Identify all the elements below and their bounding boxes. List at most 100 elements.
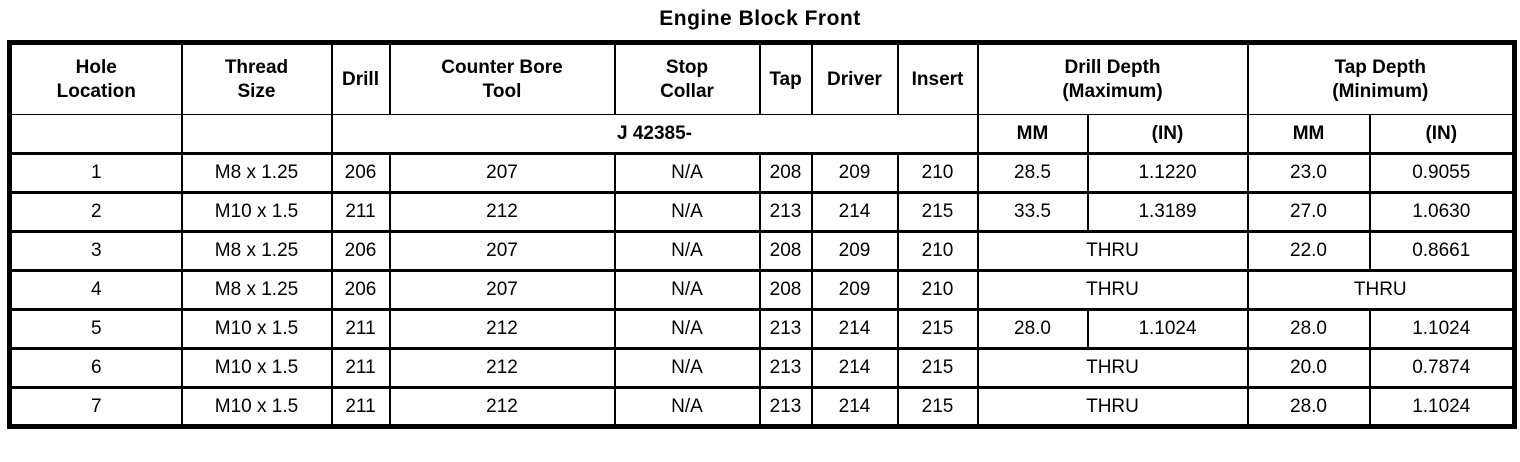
- col-header-hole-location: Hole Location: [8, 41, 183, 115]
- cell-tap: 208: [758, 152, 813, 194]
- cell-tap-depth-mm: 28.0: [1246, 386, 1371, 428]
- subheader-tap-depth-mm: MM: [1246, 114, 1371, 155]
- cell-stop-collar: N/A: [613, 308, 761, 350]
- col-header-stop-collar: Stop Collar: [613, 41, 761, 115]
- cell-thread-size: M8 x 1.25: [180, 269, 333, 311]
- cell-thread-size: M10 x 1.5: [180, 308, 333, 350]
- cell-counter-bore-tool: 212: [388, 386, 616, 428]
- subheader-tool-set-number: J 42385-: [330, 114, 979, 155]
- table-row-hole-2: 2 M10 x 1.5 211 212 N/A 213 214 215 33.5…: [8, 191, 1516, 233]
- cell-stop-collar: N/A: [613, 191, 761, 233]
- cell-driver: 214: [810, 191, 899, 233]
- cell-stop-collar: N/A: [613, 152, 761, 194]
- cell-hole-location: 7: [8, 386, 183, 428]
- cell-stop-collar: N/A: [613, 386, 761, 428]
- subheader-drill-depth-in: (IN): [1086, 114, 1249, 155]
- cell-thread-size: M8 x 1.25: [180, 152, 333, 194]
- table-row-hole-4: 4 M8 x 1.25 206 207 N/A 208 209 210 THRU…: [8, 269, 1516, 311]
- cell-drill-depth-thru: THRU: [976, 386, 1249, 428]
- cell-driver: 214: [810, 308, 899, 350]
- table-row-hole-7: 7 M10 x 1.5 211 212 N/A 213 214 215 THRU…: [8, 386, 1516, 428]
- cell-stop-collar: N/A: [613, 269, 761, 311]
- cell-drill-depth-in: 1.3189: [1086, 191, 1249, 233]
- cell-drill: 206: [330, 230, 391, 272]
- cell-drill-depth-in: 1.1024: [1086, 308, 1249, 350]
- cell-tap-depth-in: 0.8661: [1368, 230, 1516, 272]
- cell-tap-depth-mm: 23.0: [1246, 152, 1371, 194]
- col-header-tap: Tap: [758, 41, 813, 115]
- cell-counter-bore-tool: 212: [388, 191, 616, 233]
- subheader-empty-hole-location: [8, 114, 183, 155]
- table-row-hole-6: 6 M10 x 1.5 211 212 N/A 213 214 215 THRU…: [8, 347, 1516, 389]
- cell-drill-depth-mm: 28.0: [976, 308, 1089, 350]
- col-header-insert: Insert: [896, 41, 979, 115]
- cell-tap-depth-in: 0.7874: [1368, 347, 1516, 389]
- subheader-tap-depth-in: (IN): [1368, 114, 1516, 155]
- col-header-thread-size: Thread Size: [180, 41, 333, 115]
- table-row-hole-5: 5 M10 x 1.5 211 212 N/A 213 214 215 28.0…: [8, 308, 1516, 350]
- cell-drill: 211: [330, 308, 391, 350]
- cell-stop-collar: N/A: [613, 347, 761, 389]
- cell-driver: 209: [810, 230, 899, 272]
- cell-tap: 213: [758, 347, 813, 389]
- cell-tap-depth-mm: 28.0: [1246, 308, 1371, 350]
- cell-hole-location: 2: [8, 191, 183, 233]
- cell-drill: 206: [330, 269, 391, 311]
- cell-insert: 215: [896, 191, 979, 233]
- col-header-drill-depth: Drill Depth (Maximum): [976, 41, 1249, 115]
- cell-hole-location: 3: [8, 230, 183, 272]
- col-header-counter-bore-tool: Counter Bore Tool: [388, 41, 616, 115]
- table-subheader-row: J 42385- MM (IN) MM (IN): [8, 114, 1516, 155]
- subheader-empty-thread-size: [180, 114, 333, 155]
- cell-drill-depth-mm: 28.5: [976, 152, 1089, 194]
- cell-tap: 213: [758, 308, 813, 350]
- cell-tap-depth-mm: 27.0: [1246, 191, 1371, 233]
- cell-thread-size: M10 x 1.5: [180, 191, 333, 233]
- cell-tap-depth-in: 1.0630: [1368, 191, 1516, 233]
- subheader-drill-depth-mm: MM: [976, 114, 1089, 155]
- cell-tap: 208: [758, 230, 813, 272]
- cell-drill: 211: [330, 386, 391, 428]
- cell-tap-depth-mm: 22.0: [1246, 230, 1371, 272]
- table-row-hole-3: 3 M8 x 1.25 206 207 N/A 208 209 210 THRU…: [8, 230, 1516, 272]
- cell-drill-depth-thru: THRU: [976, 347, 1249, 389]
- cell-thread-size: M8 x 1.25: [180, 230, 333, 272]
- cell-drill: 211: [330, 347, 391, 389]
- cell-insert: 215: [896, 308, 979, 350]
- engine-block-front-table: Hole Location Thread Size Drill Counter …: [7, 40, 1518, 429]
- cell-tap-depth-in: 1.1024: [1368, 308, 1516, 350]
- cell-counter-bore-tool: 207: [388, 269, 616, 311]
- col-header-tap-depth: Tap Depth (Minimum): [1246, 41, 1516, 115]
- cell-thread-size: M10 x 1.5: [180, 386, 333, 428]
- cell-thread-size: M10 x 1.5: [180, 347, 333, 389]
- cell-drill: 211: [330, 191, 391, 233]
- page-title: Engine Block Front: [659, 7, 861, 30]
- cell-tap-depth-in: 0.9055: [1368, 152, 1516, 194]
- cell-driver: 209: [810, 152, 899, 194]
- cell-tap: 208: [758, 269, 813, 311]
- col-header-driver: Driver: [810, 41, 899, 115]
- col-header-drill: Drill: [330, 41, 391, 115]
- cell-stop-collar: N/A: [613, 230, 761, 272]
- cell-drill-depth-in: 1.1220: [1086, 152, 1249, 194]
- cell-tap-depth-thru: THRU: [1246, 269, 1516, 311]
- cell-hole-location: 4: [8, 269, 183, 311]
- cell-insert: 215: [896, 347, 979, 389]
- table-header-row: Hole Location Thread Size Drill Counter …: [8, 41, 1516, 115]
- cell-driver: 209: [810, 269, 899, 311]
- cell-hole-location: 1: [8, 152, 183, 194]
- cell-insert: 210: [896, 230, 979, 272]
- cell-counter-bore-tool: 207: [388, 230, 616, 272]
- cell-counter-bore-tool: 207: [388, 152, 616, 194]
- cell-tap-depth-mm: 20.0: [1246, 347, 1371, 389]
- cell-drill: 206: [330, 152, 391, 194]
- cell-insert: 210: [896, 269, 979, 311]
- cell-tap: 213: [758, 191, 813, 233]
- cell-insert: 210: [896, 152, 979, 194]
- cell-drill-depth-thru: THRU: [976, 269, 1249, 311]
- cell-tap-depth-in: 1.1024: [1368, 386, 1516, 428]
- cell-driver: 214: [810, 386, 899, 428]
- cell-insert: 215: [896, 386, 979, 428]
- cell-drill-depth-thru: THRU: [976, 230, 1249, 272]
- cell-counter-bore-tool: 212: [388, 308, 616, 350]
